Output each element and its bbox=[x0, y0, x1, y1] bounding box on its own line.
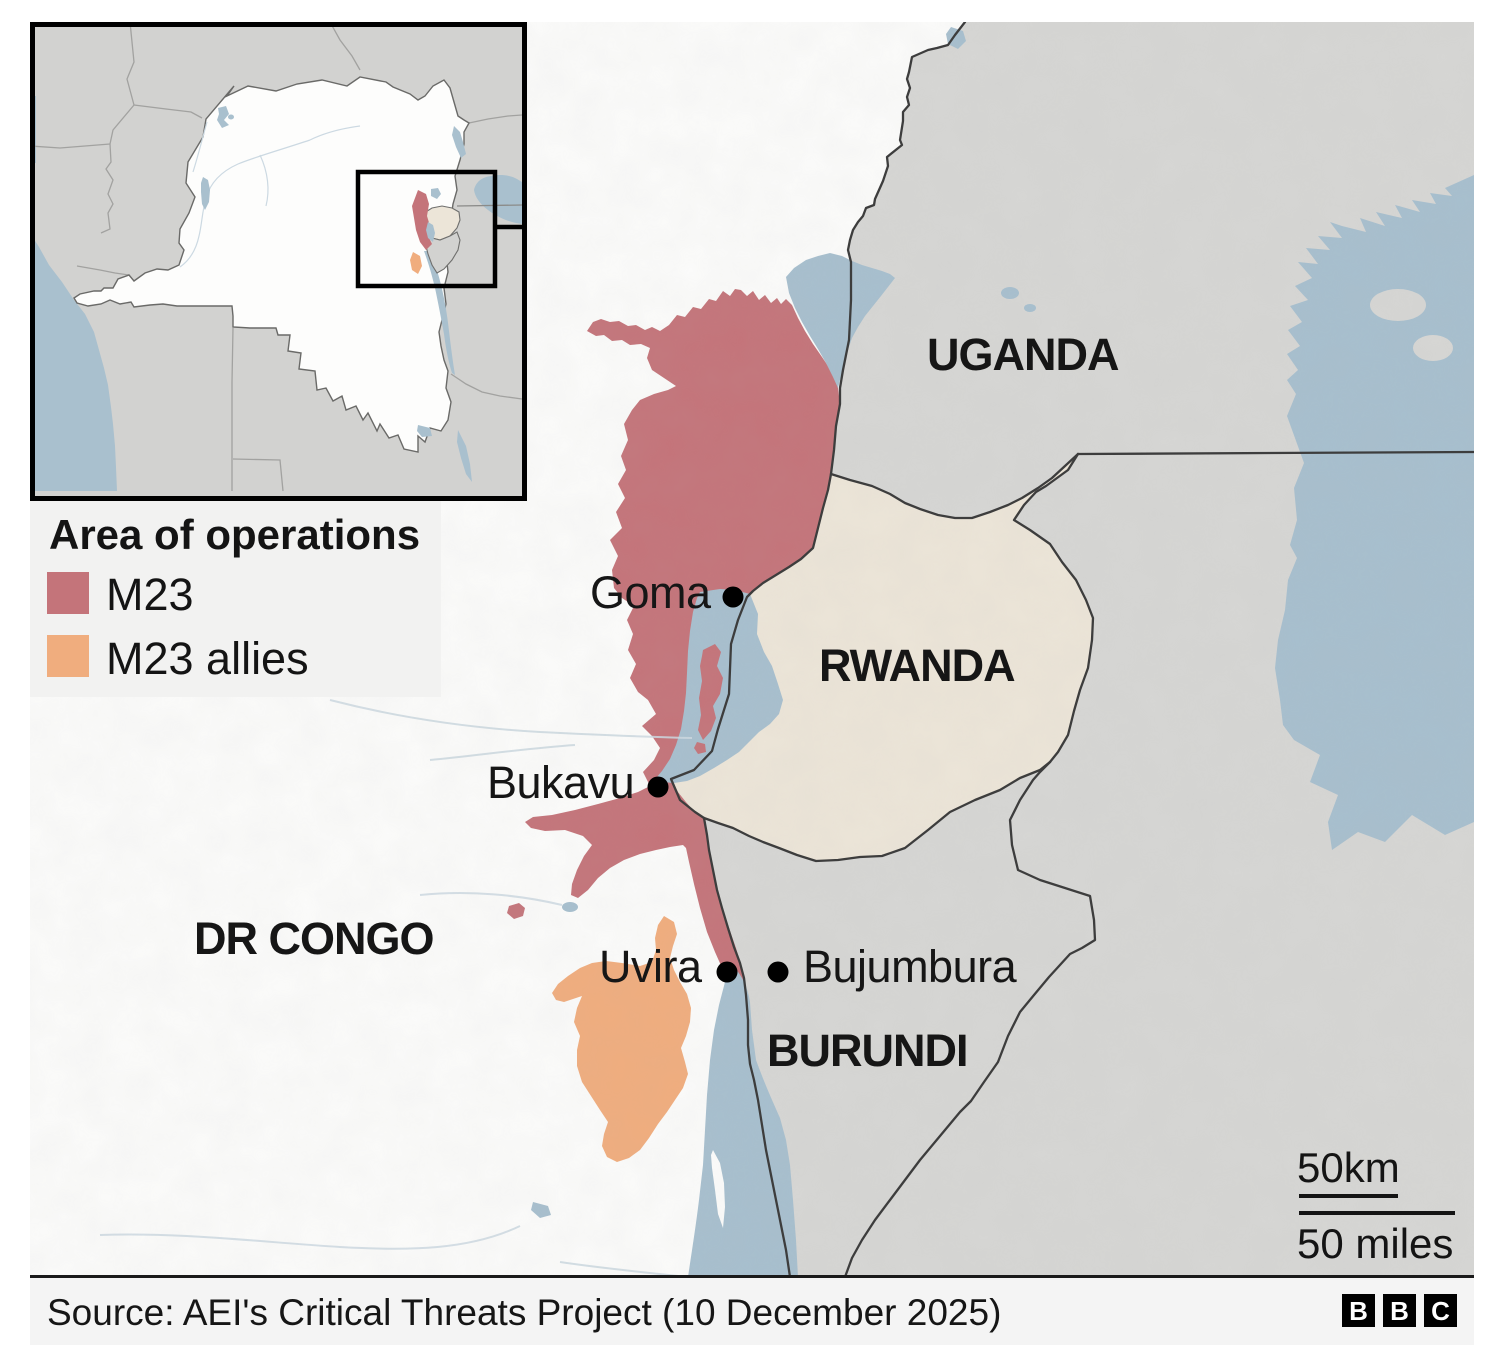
svg-text:B: B bbox=[1349, 1296, 1368, 1326]
svg-text:B: B bbox=[1390, 1296, 1409, 1326]
svg-text:UGANDA: UGANDA bbox=[927, 329, 1119, 380]
svg-text:50km: 50km bbox=[1297, 1144, 1400, 1191]
svg-text:Source: AEI's Critical Threats: Source: AEI's Critical Threats Project (… bbox=[47, 1292, 1001, 1333]
svg-text:RWANDA: RWANDA bbox=[819, 640, 1015, 691]
svg-text:Uvira: Uvira bbox=[599, 941, 703, 992]
svg-text:Goma: Goma bbox=[590, 567, 712, 618]
svg-text:C: C bbox=[1431, 1296, 1450, 1326]
svg-text:50 miles: 50 miles bbox=[1297, 1220, 1453, 1267]
svg-text:BURUNDI: BURUNDI bbox=[767, 1025, 968, 1076]
svg-text:DR CONGO: DR CONGO bbox=[194, 913, 434, 964]
svg-text:Bujumbura: Bujumbura bbox=[803, 941, 1018, 992]
svg-text:Bukavu: Bukavu bbox=[487, 757, 634, 808]
svg-text:M23 allies: M23 allies bbox=[106, 633, 309, 684]
svg-text:M23: M23 bbox=[106, 569, 194, 620]
svg-text:Area of operations: Area of operations bbox=[49, 511, 420, 558]
